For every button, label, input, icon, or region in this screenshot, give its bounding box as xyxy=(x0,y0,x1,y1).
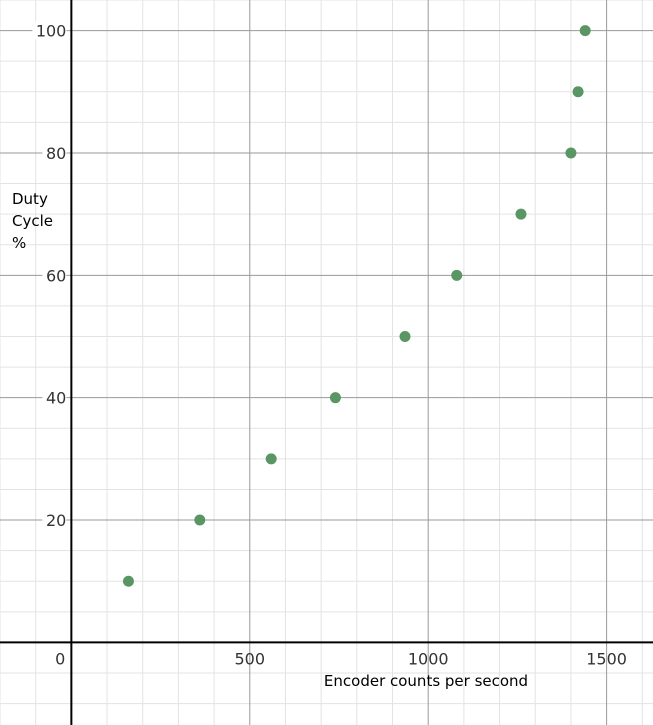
y-tick-label: 20 xyxy=(46,511,66,530)
data-point xyxy=(572,86,584,98)
y-tick-label: 40 xyxy=(46,389,66,408)
y-tick-label-bg xyxy=(42,388,67,407)
data-point xyxy=(565,147,577,159)
x-tick-label: 1000 xyxy=(408,649,449,668)
tick-labels: 0 500 1000 1500 20 40 60 80 100 xyxy=(32,21,627,668)
data-point xyxy=(329,392,341,404)
data-point xyxy=(515,208,527,220)
y-tick-label-bg xyxy=(42,266,67,285)
y-tick-label: 80 xyxy=(46,144,66,163)
data-point xyxy=(194,514,206,526)
y-axis-label-line: Duty xyxy=(12,190,48,208)
y-tick-label: 60 xyxy=(46,266,66,285)
y-tick-label-bg xyxy=(32,21,67,40)
x-tick-label: 0 xyxy=(55,649,65,668)
y-axis-label-line: % xyxy=(12,234,27,252)
data-point xyxy=(579,25,591,37)
data-point xyxy=(451,269,463,281)
x-tick-label: 500 xyxy=(235,649,266,668)
data-points xyxy=(122,25,591,587)
y-axis-label: Duty Cycle % xyxy=(12,188,53,254)
x-axis-label: Encoder counts per second xyxy=(324,672,528,690)
y-tick-label: 100 xyxy=(36,22,67,41)
data-point xyxy=(399,330,411,342)
data-point xyxy=(122,575,134,587)
y-axis-label-line: Cycle xyxy=(12,212,53,230)
y-tick-label-bg xyxy=(42,143,67,162)
y-tick-label-bg xyxy=(42,511,67,530)
data-point xyxy=(265,453,277,465)
x-tick-label: 1500 xyxy=(586,649,627,668)
